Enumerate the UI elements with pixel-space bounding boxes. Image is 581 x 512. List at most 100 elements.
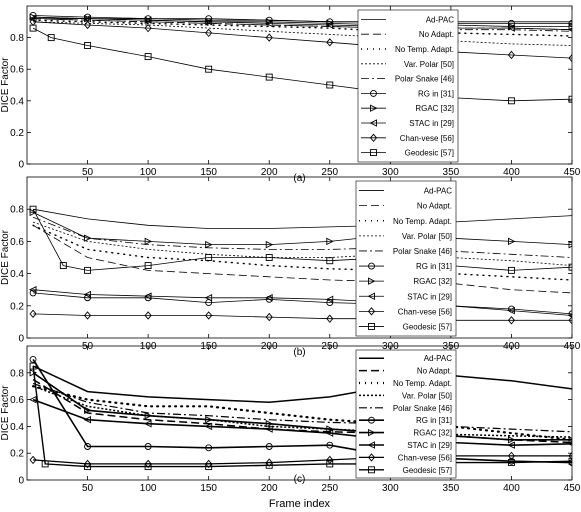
data-point-s8-8 <box>507 50 516 60</box>
legend-swatch-marker <box>368 262 375 270</box>
series-line-9 <box>32 209 572 271</box>
series-line-0 <box>33 208 572 229</box>
legend-label: Geodesic [57] <box>403 322 452 331</box>
data-point-s7-4 <box>265 294 273 302</box>
data-point-s7-1 <box>83 290 92 299</box>
legend-swatch <box>361 149 386 157</box>
data-point-s5-5 <box>326 441 334 449</box>
data-point-s9-0 <box>29 24 37 32</box>
legend-label: No Adapt. <box>417 202 452 211</box>
y-axis-label: DICE Factor <box>0 385 11 441</box>
legend-label: Chan-vese [56] <box>398 453 452 462</box>
legend-label: Chan-vese [56] <box>400 134 454 143</box>
data-point-s9-9 <box>507 97 515 105</box>
data-point-s8-3 <box>205 459 213 469</box>
series-line-7 <box>33 289 572 316</box>
legend-label: STAC in [29] <box>409 119 454 128</box>
legend-label: RGAC [32] <box>413 429 452 438</box>
axes-box <box>26 345 573 481</box>
data-point-s9-10 <box>568 95 572 103</box>
data-point-s7-4 <box>265 425 273 433</box>
series-line-1 <box>32 224 572 294</box>
data-point-s6-8 <box>507 436 516 444</box>
legend-label: Chan-vese [56] <box>398 307 452 316</box>
legend-box <box>357 9 459 163</box>
legend-label: Ad-PAC <box>426 15 455 24</box>
data-point-s6-9 <box>568 436 572 444</box>
series-line-2 <box>32 224 572 281</box>
data-point-s9-4 <box>205 463 213 471</box>
data-point-s7-8 <box>507 24 515 32</box>
data-point-s9-4 <box>205 254 213 261</box>
series-line-0 <box>32 365 572 404</box>
series-line-8 <box>33 313 572 321</box>
legend-label: No Temp. Adapt. <box>393 217 452 226</box>
series-line-8 <box>33 455 572 465</box>
panel-a: 50 100 150 200 250 300 350 400 450 0 0.2 0.4 0.6 0.8 D… <box>0 5 581 184</box>
legend-swatch-marker <box>370 104 378 112</box>
legend-swatch-marker <box>368 466 375 474</box>
series-line-5 <box>33 292 572 315</box>
series-line-9 <box>32 27 572 102</box>
data-point-s8-9 <box>568 451 572 461</box>
series-line-5 <box>33 15 572 24</box>
data-point-s7-2 <box>144 419 152 428</box>
legend-swatch <box>361 104 386 112</box>
series-line-4 <box>32 382 572 433</box>
data-point-s6-3 <box>205 415 213 424</box>
x-tick-label: 50 <box>82 483 94 494</box>
legend-swatch <box>359 416 384 424</box>
data-point-s5-3 <box>205 444 213 452</box>
data-point-s6-9 <box>568 240 572 249</box>
legend-label: Geodesic [57] <box>405 149 454 158</box>
legend-label: No Adapt. <box>417 367 452 376</box>
legend-swatch <box>359 323 384 330</box>
data-point-s6-4 <box>265 240 274 249</box>
series-line-3 <box>33 21 572 46</box>
data-point-s7-3 <box>204 18 213 26</box>
legend-label: Polar Snake [46] <box>393 404 452 413</box>
series-line-9 <box>32 366 572 468</box>
x-axis-label: Frame index <box>269 498 331 510</box>
data-point-s5-2 <box>144 443 152 450</box>
data-point-s9-5 <box>265 461 273 469</box>
legend: Ad-PAC No Adapt. No Temp. Adapt. Var. Polar… <box>355 349 457 479</box>
legend-box <box>355 180 457 337</box>
data-point-s9-6 <box>326 81 334 89</box>
data-point-s8-0 <box>29 455 37 465</box>
y-tick-label: 0.8 <box>10 205 24 216</box>
series-line-2 <box>32 19 572 37</box>
y-tick-label: 0.6 <box>10 237 24 248</box>
series-line-4 <box>33 18 572 32</box>
legend-swatch <box>361 89 386 97</box>
series-group <box>29 12 572 105</box>
data-point-s7-0 <box>29 285 37 294</box>
legend-label: Var. Polar [50] <box>402 232 452 241</box>
data-point-s8-4 <box>265 458 273 467</box>
data-point-s9-3 <box>144 53 152 61</box>
data-point-s7-3 <box>204 422 213 431</box>
legend-swatch <box>359 292 384 300</box>
data-point-s6-4 <box>265 419 274 428</box>
legend-swatch-marker <box>369 133 378 142</box>
x-tick-label: 400 <box>503 483 520 494</box>
panel-label: (a) <box>293 173 305 184</box>
data-point-s6-5 <box>326 425 334 433</box>
series-line-5 <box>32 358 572 464</box>
data-point-s7-1 <box>83 14 92 23</box>
axes-box <box>26 176 573 339</box>
data-point-s6-1 <box>84 234 92 242</box>
legend-swatch-marker <box>368 416 375 424</box>
data-point-s9-2 <box>84 266 92 274</box>
x-tick-label: 150 <box>200 483 217 494</box>
y-axis-label: DICE Factor <box>0 229 11 285</box>
data-point-s6-1 <box>84 406 92 415</box>
axes-box <box>26 5 573 165</box>
data-point-s8-0 <box>29 309 37 319</box>
data-point-s8-3 <box>205 311 213 320</box>
legend-label: RG in [31] <box>416 262 452 271</box>
data-point-s8-1 <box>83 459 92 469</box>
data-point-s5-1 <box>84 443 92 450</box>
data-point-s8-9 <box>568 53 572 63</box>
data-point-s6-9 <box>568 22 572 31</box>
